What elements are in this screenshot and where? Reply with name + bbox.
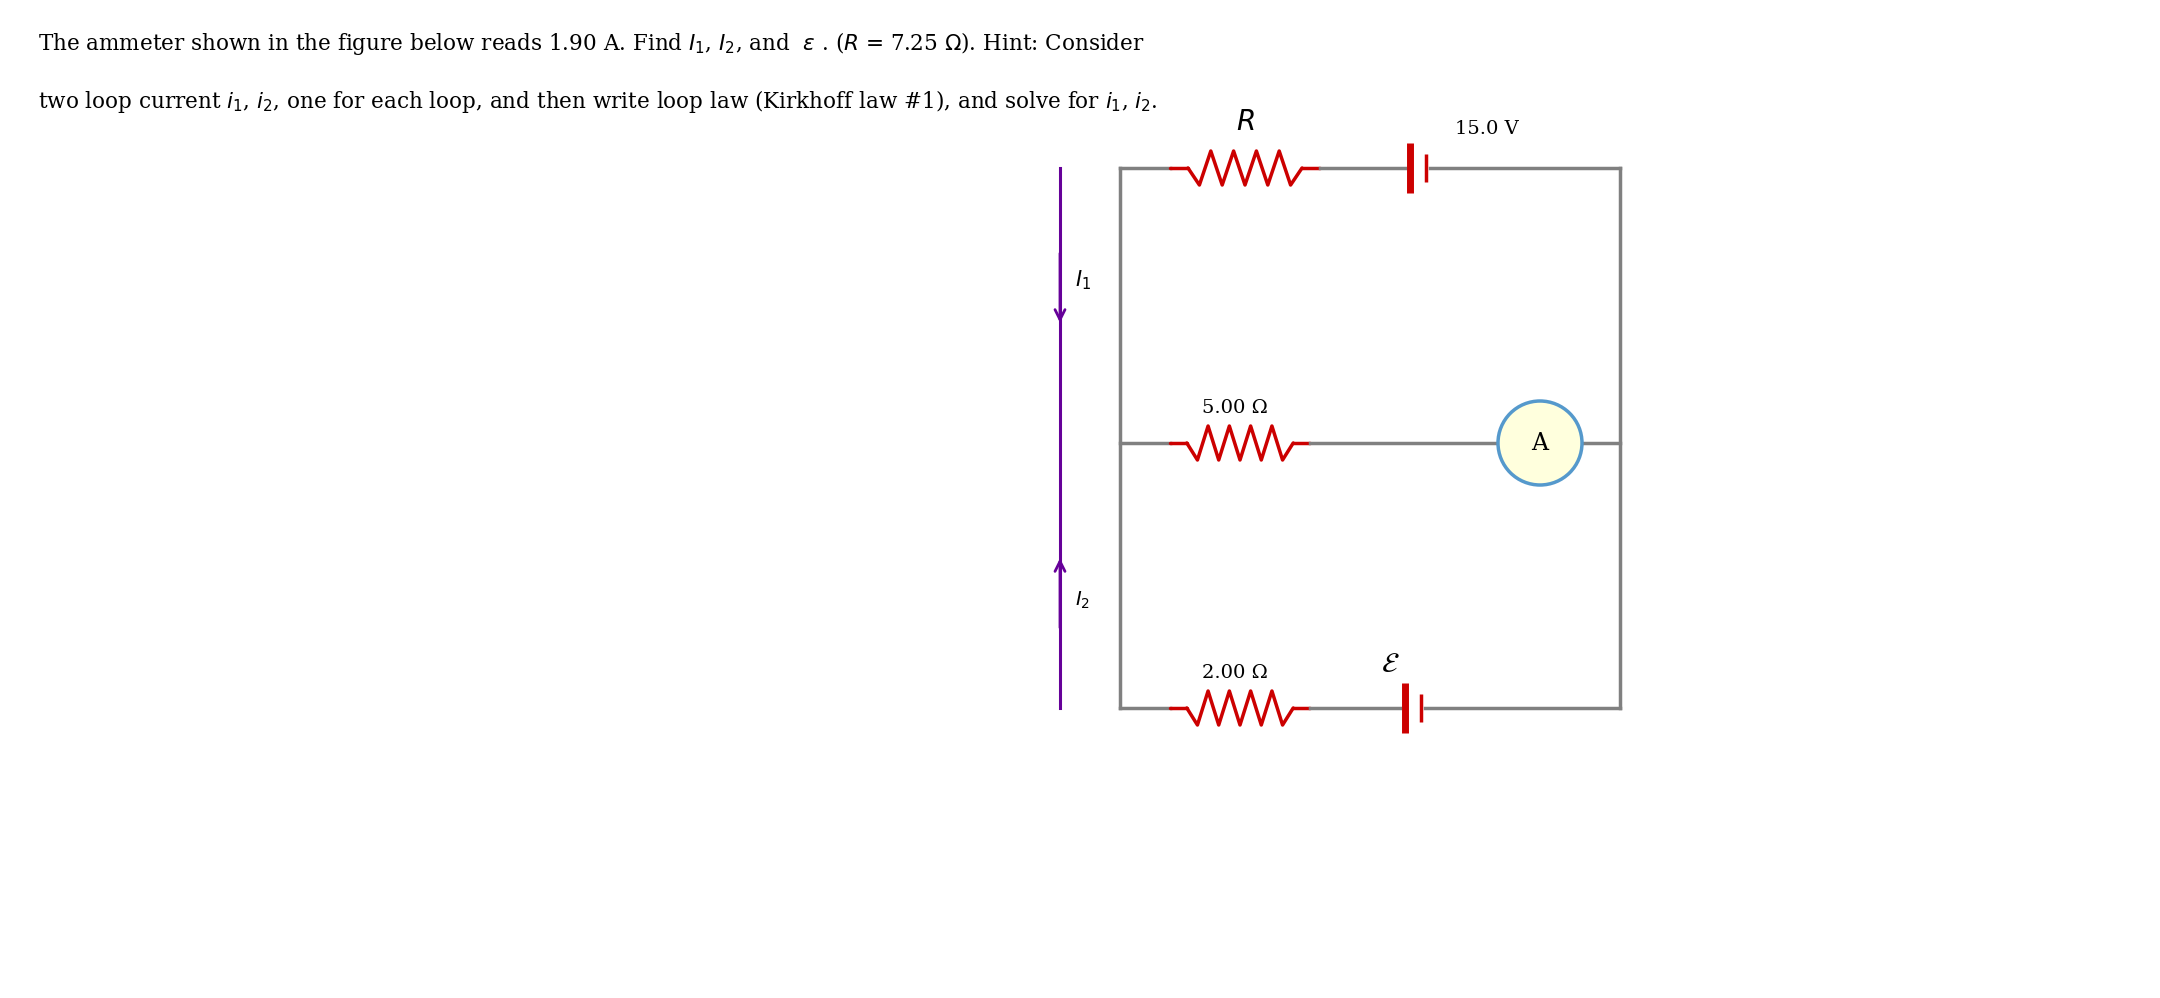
Text: $R$: $R$ [1236,109,1255,136]
Text: two loop current $i_1$, $i_2$, one for each loop, and then write loop law (Kirkh: two loop current $i_1$, $i_2$, one for e… [39,88,1158,115]
Text: $I_1$: $I_1$ [1076,268,1091,292]
Text: The ammeter shown in the figure below reads 1.90 A. Find $I_1$, $I_2$, and  $\va: The ammeter shown in the figure below re… [39,30,1145,57]
Text: 5.00 Ω: 5.00 Ω [1203,399,1268,417]
Text: $\mathcal{E}$: $\mathcal{E}$ [1380,651,1400,678]
Text: A: A [1531,431,1549,454]
Text: $I_2$: $I_2$ [1076,590,1091,611]
Text: 15.0 V: 15.0 V [1456,120,1518,138]
Circle shape [1499,401,1581,485]
Text: 2.00 Ω: 2.00 Ω [1203,664,1268,682]
